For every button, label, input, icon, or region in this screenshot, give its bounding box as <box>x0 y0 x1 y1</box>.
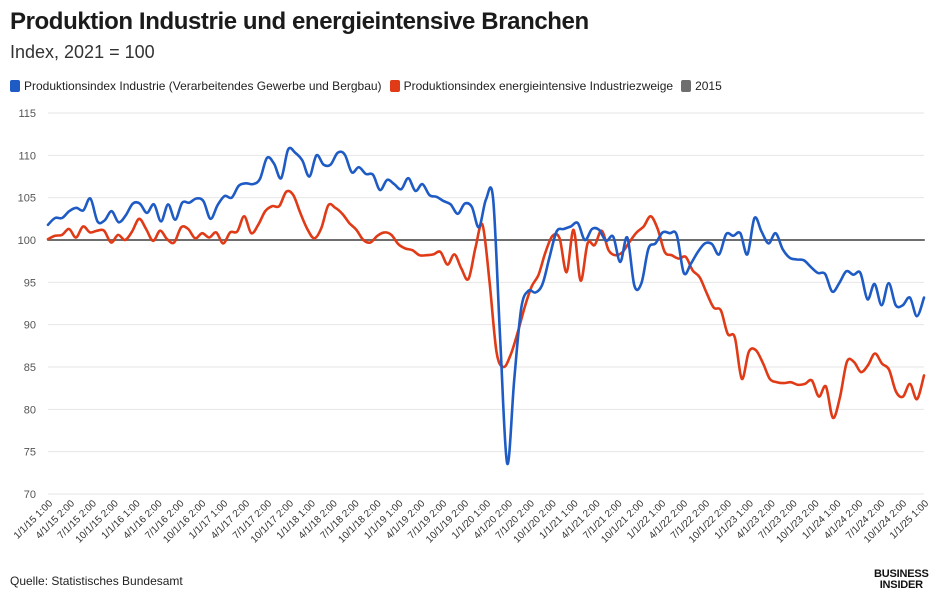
y-tick-label-95: 95 <box>24 277 36 289</box>
y-tick-label-100: 100 <box>18 235 36 247</box>
legend-label-energieintensiv: Produktionsindex energieintensive Indust… <box>403 79 674 93</box>
y-tick-label-105: 105 <box>18 193 36 205</box>
series-line-energieintensiv <box>46 189 926 420</box>
series-line-industrie <box>46 146 926 465</box>
legend-swatch-2015 <box>681 80 692 92</box>
logo-line-1: BUSINESS <box>874 568 929 580</box>
y-tick-label-80: 80 <box>24 404 36 416</box>
chart-subtitle: Index, 2021 = 100 <box>10 42 155 62</box>
series-lines <box>46 146 926 465</box>
y-tick-label-90: 90 <box>24 320 36 332</box>
legend-item-2015[interactable]: 2015 <box>681 79 722 93</box>
chart-legend: Produktionsindex Industrie (Verarbeitend… <box>10 79 722 93</box>
y-tick-label-85: 85 <box>24 362 36 374</box>
legend-item-energieintensiv[interactable]: Produktionsindex energieintensive Indust… <box>389 79 674 93</box>
legend-item-industrie[interactable]: Produktionsindex Industrie (Verarbeitend… <box>10 79 382 93</box>
y-tick-label-115: 115 <box>18 108 36 120</box>
line-chart: 70 75 80 85 90 95 100 105 110 115 1/1/15 1:004/1/… <box>12 108 931 545</box>
y-tick-label-75: 75 <box>24 447 36 459</box>
business-insider-logo[interactable]: BUSINESS INSIDER <box>874 569 929 591</box>
grid-lines <box>48 112 924 495</box>
y-axis-ticks: 70 75 80 85 90 95 100 105 110 115 <box>18 108 36 501</box>
y-tick-label-110: 110 <box>18 150 36 162</box>
y-tick-label-70: 70 <box>24 489 36 501</box>
legend-swatch-energieintensiv <box>389 80 400 92</box>
legend-label-2015: 2015 <box>695 79 722 93</box>
chart-title: Produktion Industrie und energieintensiv… <box>10 8 589 35</box>
legend-label-industrie: Produktionsindex Industrie (Verarbeitend… <box>24 79 382 93</box>
logo-line-2: INSIDER <box>879 579 923 591</box>
source-note: Quelle: Statistisches Bundesamt <box>10 574 183 588</box>
x-axis-ticks: 1/1/15 1:004/1/15 2:007/1/15 2:0010/1/15… <box>12 498 931 545</box>
legend-swatch-industrie <box>10 80 20 92</box>
